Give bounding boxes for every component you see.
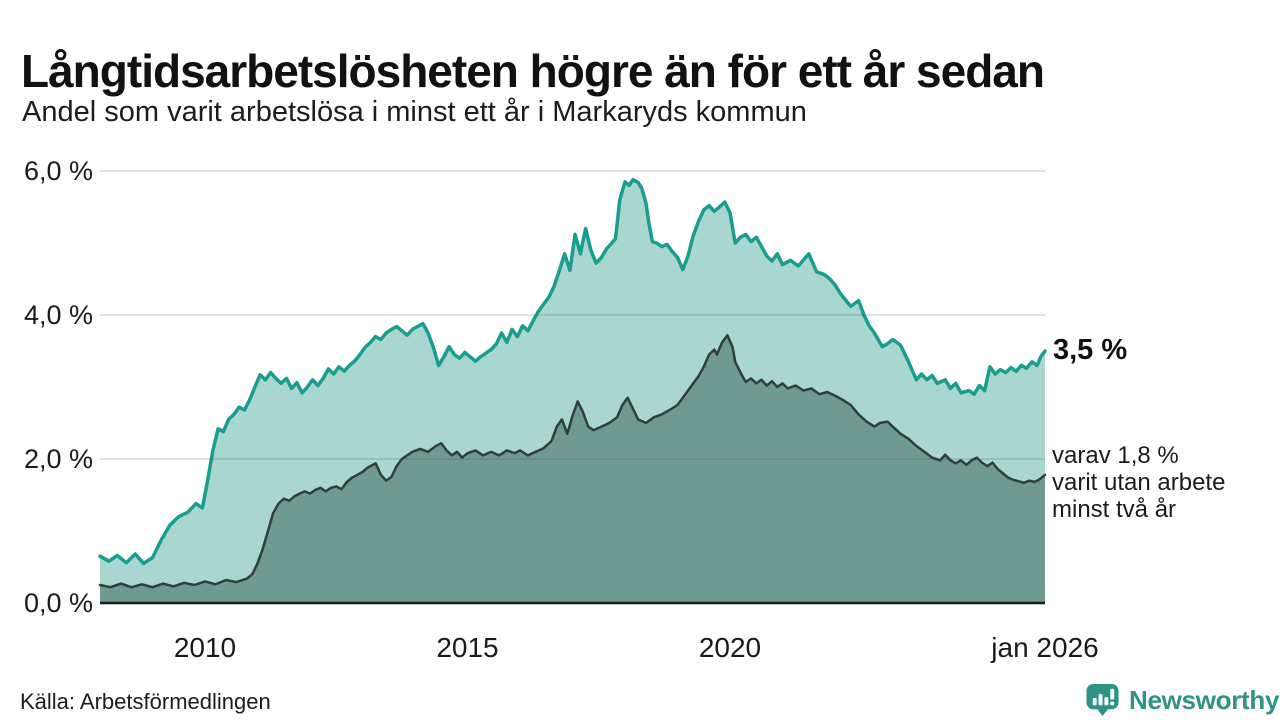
logo-wordmark: Newsworthy [1129, 684, 1280, 715]
newsworthy-logo[interactable]: Newsworthy [1085, 683, 1279, 717]
page-title: Långtidsarbetslösheten högre än för ett … [21, 44, 1045, 97]
logo-speech-bubble-chart-icon [1085, 683, 1120, 717]
x-tick-label: 2020 [699, 632, 761, 663]
y-tick-label: 6,0 % [24, 156, 93, 186]
y-tick-label: 4,0 % [24, 300, 93, 330]
series-line-1 [98, 333, 1047, 589]
page-subtitle: Andel som varit arbetslösa i minst ett å… [22, 96, 807, 128]
x-tick-label: jan 2026 [990, 632, 1098, 663]
x-tick-label: 2015 [436, 632, 498, 663]
latest-value-label: 3,5 % [1053, 334, 1128, 366]
series-area-1 [100, 335, 1045, 603]
y-tick-label: 0,0 % [24, 588, 93, 618]
two-year-annotation: varav 1,8 % varit utan arbete minst två … [1052, 442, 1226, 523]
y-tick-label: 2,0 % [24, 444, 93, 474]
source-note: Källa: Arbetsförmedlingen [20, 689, 271, 714]
x-tick-label: 2010 [174, 632, 236, 663]
series-line-0 [98, 177, 1047, 566]
